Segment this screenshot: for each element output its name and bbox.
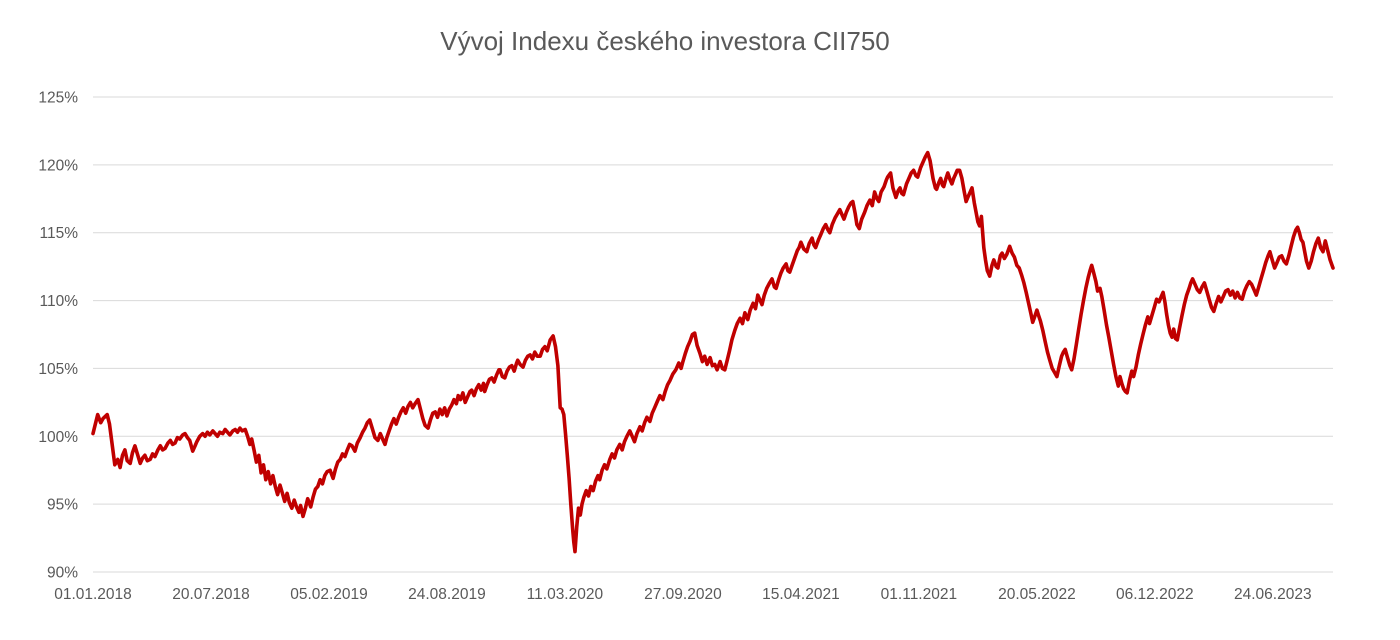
x-axis-tick-label: 06.12.2022 (1116, 586, 1194, 603)
y-axis-tick-label: 115% (40, 225, 79, 242)
x-axis-tick-label: 24.08.2019 (408, 586, 486, 603)
y-axis-tick-label: 125% (38, 90, 78, 107)
y-axis-tick-label: 110% (40, 293, 79, 310)
x-axis-tick-label: 05.02.2019 (290, 586, 368, 603)
x-axis-tick-label: 11.03.2020 (527, 586, 604, 603)
y-axis-tick-label: 90% (47, 565, 78, 582)
x-axis-tick-label: 01.11.2021 (881, 586, 957, 603)
chart-title: Vývoj Indexu českého investora CII750 (440, 26, 890, 56)
x-axis-tick-label: 20.07.2018 (172, 586, 250, 603)
x-axis-tick-label: 20.05.2022 (998, 586, 1076, 603)
x-axis-tick-label: 27.09.2020 (644, 586, 722, 603)
y-axis-tick-label: 105% (38, 361, 78, 378)
x-axis-tick-label: 24.06.2023 (1234, 586, 1312, 603)
series-line (91, 150, 1335, 554)
y-axis-tick-label: 95% (47, 497, 78, 514)
y-axis-tick-label: 100% (38, 429, 78, 446)
x-axis-tick-label: 01.01.2018 (54, 586, 132, 603)
x-axis-tick-label: 15.04.2021 (762, 586, 840, 603)
y-axis-tick-label: 120% (38, 157, 78, 174)
